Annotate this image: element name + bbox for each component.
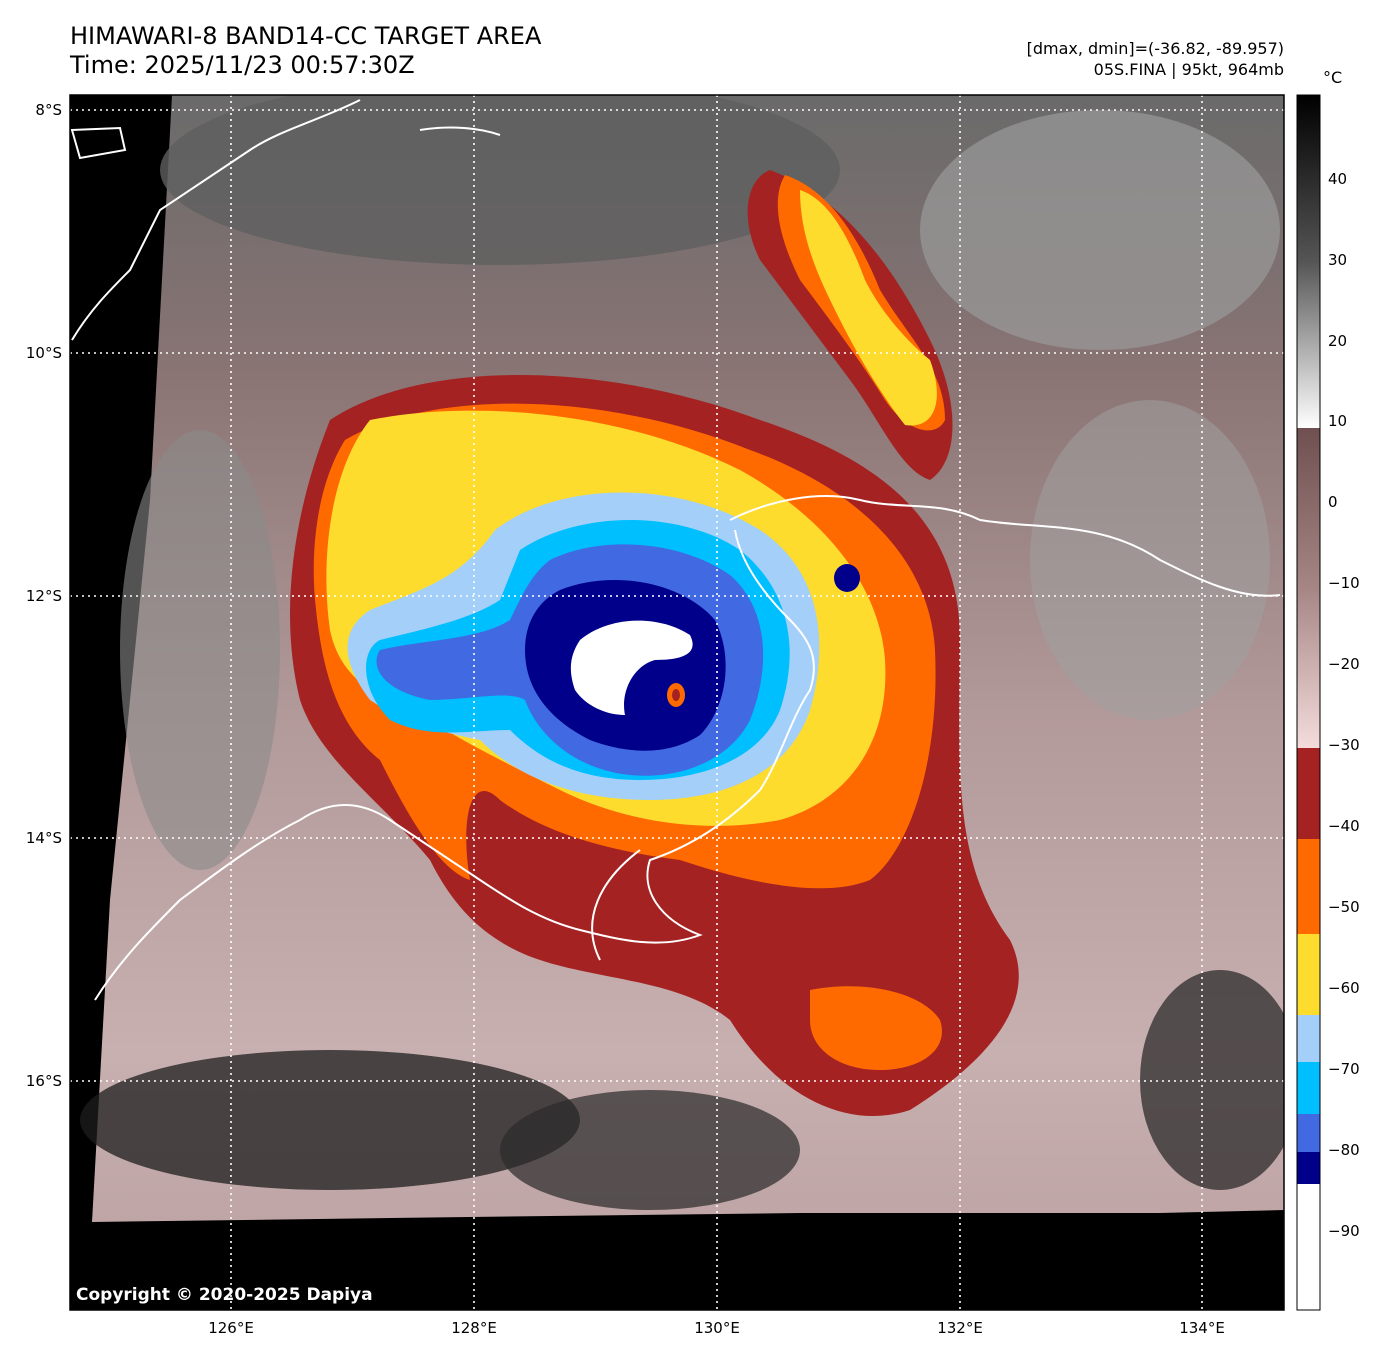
meta-block: [dmax, dmin]=(-36.82, -89.957) 05S.FINA …	[1027, 38, 1284, 80]
map-area	[70, 95, 1284, 1310]
data-range: [dmax, dmin]=(-36.82, -89.957)	[1026, 39, 1284, 58]
colorbar-tick: 30	[1328, 251, 1347, 269]
colorbar-unit: °C	[1323, 68, 1343, 87]
graticule	[70, 95, 1284, 1310]
lon-label: 134°E	[1179, 1319, 1225, 1337]
lon-label: 126°E	[208, 1319, 254, 1337]
colorbar-tick: −50	[1328, 898, 1360, 916]
colorbar-tick: 0	[1328, 493, 1338, 511]
colorbar: 40 30 20 10 0 −10 −20 −30 −40 −50 −60 −7…	[1296, 94, 1360, 1311]
colorbar-tick: −20	[1328, 655, 1360, 673]
storm-coldest-white	[570, 620, 693, 715]
title-block: HIMAWARI-8 BAND14-CC TARGET AREA Time: 2…	[70, 22, 541, 80]
colorbar-tick: −60	[1328, 979, 1360, 997]
lat-label: 14°S	[26, 829, 62, 847]
lat-labels: 8°S 10°S 12°S 14°S 16°S	[26, 101, 62, 1090]
lon-labels: 126°E 128°E 130°E 132°E 134°E	[208, 1319, 1225, 1337]
colorbar-tick: −70	[1328, 1060, 1360, 1078]
lat-label: 12°S	[26, 587, 62, 605]
lat-label: 10°S	[26, 344, 62, 362]
map-time: Time: 2025/11/23 00:57:30Z	[70, 51, 415, 79]
storm-info: 05S.FINA | 95kt, 964mb	[1093, 60, 1284, 79]
colorbar-tick: 10	[1328, 412, 1347, 430]
copyright: Copyright © 2020-2025 Dapiya	[76, 1285, 373, 1305]
colorbar-tick: −40	[1328, 817, 1360, 835]
colorbar-ticks: 40 30 20 10 0 −10 −20 −30 −40 −50 −60 −7…	[1328, 170, 1360, 1240]
colorbar-tick: 20	[1328, 332, 1347, 350]
map-title: HIMAWARI-8 BAND14-CC TARGET AREA	[70, 22, 542, 50]
lon-label: 132°E	[937, 1319, 983, 1337]
lat-label: 16°S	[26, 1072, 62, 1090]
lon-label: 128°E	[451, 1319, 497, 1337]
colorbar-tick: −10	[1328, 574, 1360, 592]
lat-label: 8°S	[35, 101, 62, 119]
colorbar-tick: 40	[1328, 170, 1347, 188]
colorbar-tick: −30	[1328, 736, 1360, 754]
lon-label: 130°E	[694, 1319, 740, 1337]
colorbar-tick: −90	[1328, 1222, 1360, 1240]
colorbar-frame	[1296, 94, 1321, 1311]
gray-cloud-north	[160, 95, 840, 265]
storm-orange-south	[810, 986, 942, 1070]
colorbar-tick: −80	[1328, 1141, 1360, 1159]
storm-yellow-arm	[800, 190, 937, 426]
storm-convective-cell	[834, 564, 860, 592]
map-frame	[69, 94, 1285, 1311]
coastlines	[70, 99, 1281, 1001]
